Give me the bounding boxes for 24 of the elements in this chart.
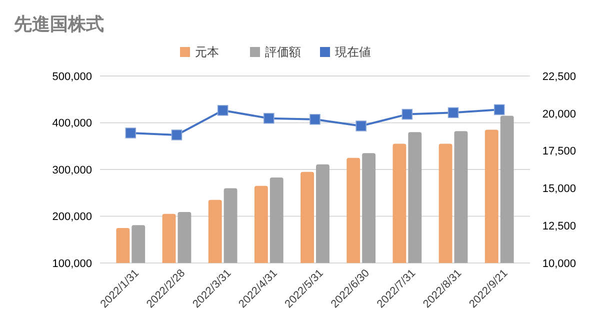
y-tick-label: 400,000	[52, 118, 92, 130]
y2-tick-label: 15,000	[542, 183, 576, 196]
chart-title: 先進国株式	[13, 14, 104, 34]
legend-label: 現在値	[335, 45, 371, 60]
y-tick-label: 100,000	[52, 258, 92, 270]
point	[125, 128, 136, 138]
point	[494, 104, 505, 116]
legend-label: 評価額	[265, 45, 301, 60]
y2-tick-label: 20,000	[542, 108, 576, 120]
y2-tick-label: 17,500	[542, 146, 576, 158]
y2-tick-label: 22,500	[542, 70, 576, 83]
point	[264, 112, 274, 124]
y2-tick-label: 10,000	[542, 258, 576, 270]
legend-label: 元本	[195, 45, 219, 60]
y-tick-label: 300,000	[52, 164, 92, 176]
point	[356, 120, 366, 132]
point	[217, 105, 228, 116]
y-tick-label: 500,000	[52, 70, 92, 83]
y-tick-label: 200,000	[52, 211, 92, 224]
y2-tick-label: 12,500	[542, 220, 576, 232]
point	[171, 130, 182, 140]
point	[402, 108, 413, 120]
point	[448, 107, 459, 118]
point	[310, 114, 320, 125]
